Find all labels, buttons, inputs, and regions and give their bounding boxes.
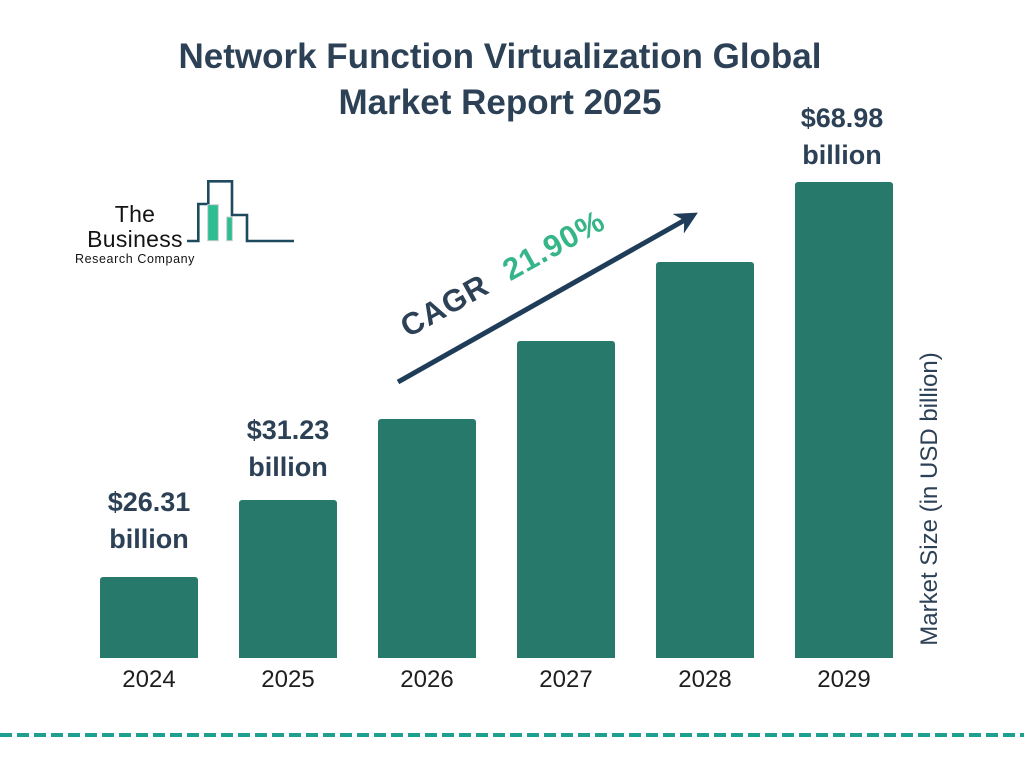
bar-value-amount: $26.31 — [107, 487, 191, 517]
bar-value-amount: $31.23 — [246, 415, 330, 445]
bar-2024 — [100, 577, 198, 658]
x-tick-2029: 2029 — [817, 666, 871, 693]
bar-value-label-2025: $31.23 billion — [199, 412, 377, 486]
bar-value-amount: $68.98 — [800, 103, 884, 133]
x-tick-2024: 2024 — [122, 666, 176, 693]
title-line-1: Network Function Virtualization Global — [178, 37, 822, 76]
cagr-arrow-icon: CAGR 21.90% — [394, 203, 698, 385]
bar-value-label-2029: $68.98 billion — [753, 100, 931, 174]
bar-group-2028: 2028 — [656, 262, 754, 692]
bar-2025 — [239, 500, 337, 658]
bar-chart-logo-icon — [187, 180, 294, 243]
bar-value-unit: billion — [248, 452, 328, 482]
y-axis-label: Market Size (in USD billion) — [916, 352, 943, 646]
bar-value-label-2024: $26.31 billion — [60, 484, 238, 558]
bar-group-2027: 2027 — [517, 341, 615, 692]
logo-text: The Business Research Company — [72, 201, 198, 267]
bar-group-2025: 2025 — [239, 500, 337, 692]
bar-value-unit: billion — [802, 140, 882, 170]
bar-group-2029: 2029 — [795, 182, 893, 692]
bar-2026 — [378, 419, 476, 658]
bar-group-2026: 2026 — [378, 419, 476, 692]
dashed-divider — [0, 733, 1024, 737]
x-tick-2026: 2026 — [400, 666, 454, 693]
bar-2029 — [795, 182, 893, 658]
page-title: Network Function Virtualization Global M… — [0, 34, 1000, 126]
logo-company-subname: Research Company — [74, 252, 196, 266]
x-tick-2027: 2027 — [539, 666, 593, 693]
title-line-2: Market Report 2025 — [338, 83, 662, 122]
bar-2027 — [517, 341, 615, 658]
x-tick-2028: 2028 — [678, 666, 732, 693]
bar-chart: 2024 2025 2026 2027 2028 2029 — [100, 182, 893, 692]
bar-value-unit: billion — [109, 524, 189, 554]
bar-group-2024: 2024 — [100, 577, 198, 692]
bar-2028 — [656, 262, 754, 658]
x-tick-2025: 2025 — [261, 666, 315, 693]
logo-company-name: The Business — [87, 201, 183, 252]
